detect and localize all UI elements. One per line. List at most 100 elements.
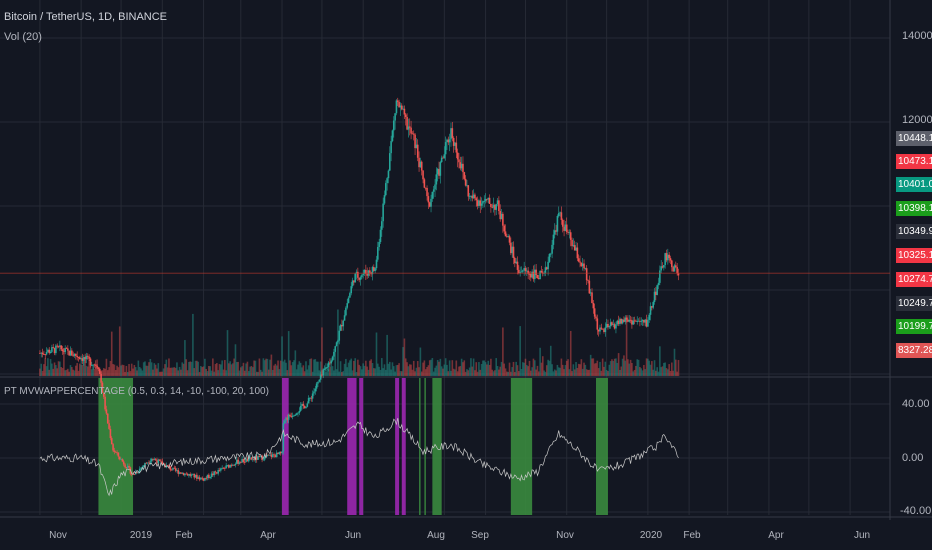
volume-bar bbox=[71, 367, 73, 376]
candle-body bbox=[247, 457, 250, 462]
candle-body bbox=[407, 126, 410, 130]
volume-bar bbox=[52, 368, 55, 376]
volume-bar bbox=[247, 371, 250, 376]
candle-body bbox=[498, 200, 500, 212]
volume-bar bbox=[604, 361, 607, 376]
volume-bar bbox=[487, 360, 490, 376]
volume-bar bbox=[603, 366, 605, 376]
candle-body bbox=[342, 320, 345, 327]
candle-body bbox=[176, 470, 178, 472]
candle-body bbox=[253, 458, 255, 461]
symbol-title[interactable]: Bitcoin / TetherUS, 1D, BINANCE bbox=[4, 11, 168, 23]
volume-bar bbox=[504, 368, 507, 376]
volume-bar bbox=[347, 362, 350, 376]
candle-body bbox=[512, 246, 515, 258]
volume-bar bbox=[470, 358, 472, 376]
volume-bar bbox=[648, 360, 651, 376]
candle-body bbox=[561, 219, 564, 227]
candle-body bbox=[483, 201, 486, 202]
volume-bar bbox=[468, 367, 471, 376]
candle-body bbox=[208, 474, 210, 478]
volume-bar bbox=[432, 371, 435, 376]
volume-bar bbox=[615, 358, 617, 376]
candle-body bbox=[55, 345, 57, 354]
candle-body bbox=[488, 197, 491, 204]
candle-body bbox=[467, 185, 470, 197]
volume-bar bbox=[314, 359, 317, 376]
volume-bar bbox=[552, 371, 555, 376]
candle-body bbox=[444, 142, 447, 155]
volume-bar bbox=[251, 367, 254, 376]
volume-bar bbox=[77, 370, 80, 376]
candle-body bbox=[386, 178, 388, 184]
volume-bar bbox=[221, 360, 223, 376]
volume-bar bbox=[233, 358, 235, 376]
volume-bar bbox=[41, 370, 44, 376]
volume-bar bbox=[524, 358, 527, 376]
volume-bar bbox=[287, 331, 290, 376]
candle-body bbox=[552, 234, 555, 245]
candle-body bbox=[57, 346, 60, 348]
volume-label[interactable]: Vol (20) bbox=[4, 31, 42, 43]
volume-bar bbox=[285, 362, 287, 376]
volume-bar bbox=[128, 364, 130, 376]
volume-bar bbox=[357, 359, 359, 376]
candle-body bbox=[503, 225, 506, 232]
candle-body bbox=[615, 324, 617, 329]
volume-bar bbox=[462, 362, 464, 376]
candle-body bbox=[419, 161, 422, 168]
volume-bar bbox=[177, 370, 180, 376]
volume-bar bbox=[492, 371, 495, 376]
candle-body bbox=[359, 277, 362, 280]
volume-bar bbox=[325, 371, 327, 376]
volume-bar bbox=[318, 370, 321, 376]
indicator-band-4 bbox=[395, 378, 400, 515]
candle-body bbox=[531, 271, 533, 278]
volume-bar bbox=[216, 363, 218, 376]
volume-bar bbox=[463, 360, 466, 376]
candle-body bbox=[59, 345, 61, 347]
time-axis-label: Apr bbox=[260, 530, 276, 541]
volume-bar bbox=[230, 364, 233, 376]
volume-bar bbox=[548, 360, 551, 376]
volume-bar bbox=[329, 366, 331, 376]
indicator-label[interactable]: PT MVWAPPERCENTAGE (0.5, 0.3, 14, -10, -… bbox=[4, 386, 269, 397]
candle-body bbox=[238, 462, 241, 464]
volume-bar bbox=[427, 365, 430, 376]
price-tag: 10199.77 bbox=[896, 319, 932, 334]
volume-bar bbox=[302, 365, 305, 376]
candle-body bbox=[394, 113, 396, 121]
volume-bar bbox=[595, 363, 597, 376]
volume-bar bbox=[55, 365, 57, 376]
volume-bar bbox=[229, 361, 231, 376]
candle-body bbox=[657, 282, 660, 286]
volume-bar bbox=[98, 371, 101, 376]
volume-bar bbox=[349, 360, 351, 376]
candle-body bbox=[479, 200, 482, 206]
volume-bar bbox=[373, 368, 375, 376]
candle-body bbox=[355, 271, 358, 274]
volume-bar bbox=[315, 361, 318, 376]
volume-bar bbox=[426, 366, 428, 376]
candle-body bbox=[283, 420, 286, 424]
volume-bar bbox=[353, 360, 355, 376]
volume-bar bbox=[81, 365, 84, 376]
candle-body bbox=[140, 467, 142, 469]
volume-bar bbox=[375, 332, 378, 376]
volume-bar bbox=[416, 361, 419, 376]
volume-bar bbox=[87, 366, 89, 376]
volume-bar bbox=[388, 361, 391, 376]
volume-bar bbox=[267, 369, 270, 376]
candle-body bbox=[661, 266, 664, 268]
candle-body bbox=[452, 137, 455, 146]
volume-bar bbox=[549, 345, 552, 376]
candle-body bbox=[645, 319, 648, 327]
volume-bar bbox=[596, 360, 599, 376]
candle-body bbox=[504, 231, 507, 237]
candle-body bbox=[375, 259, 378, 269]
volume-bar bbox=[475, 362, 478, 376]
volume-bar bbox=[255, 371, 258, 376]
volume-bar bbox=[482, 360, 484, 376]
volume-bar bbox=[249, 366, 251, 376]
